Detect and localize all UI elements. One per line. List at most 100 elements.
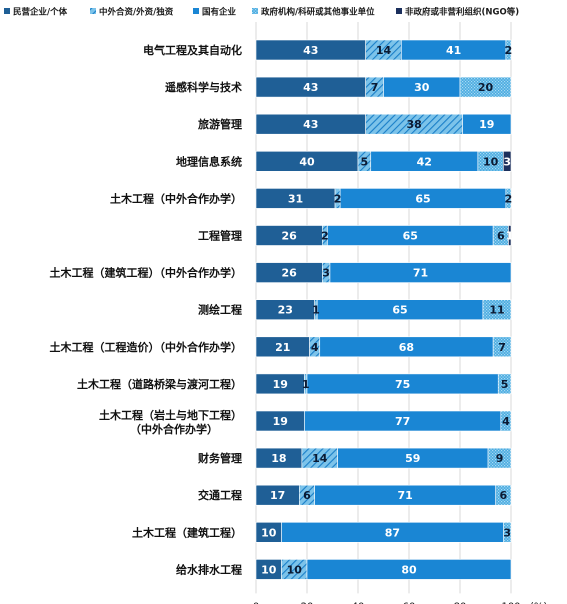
data-label: 43 <box>303 118 318 131</box>
category-label: 土木工程（建筑工程） <box>132 525 242 539</box>
bar-segment <box>459 76 512 98</box>
category-label: 土木工程（中外合作办学） <box>110 191 242 205</box>
legend-swatch <box>4 8 10 14</box>
legend-swatch <box>396 8 402 14</box>
category-label: 电气工程及其自动化 <box>143 43 242 57</box>
data-label: 2 <box>321 230 329 243</box>
bar-segment <box>500 410 512 432</box>
legend-label: 非政府或非营利组织(NGO等) <box>405 7 519 18</box>
bar-segment <box>306 559 512 580</box>
legend-swatch <box>90 8 96 14</box>
legend-swatch <box>193 8 199 14</box>
data-label: 71 <box>398 489 413 502</box>
data-label: 2 <box>505 192 513 205</box>
legend-swatch <box>252 8 258 14</box>
data-label: 6 <box>303 489 311 502</box>
data-label: 10 <box>261 526 277 539</box>
x-tick-label: 40 <box>352 601 365 604</box>
bar-segment <box>503 521 512 543</box>
category-label: 土木工程（工程造价）（中外合作办学） <box>50 340 243 354</box>
category-label: 交通工程 <box>198 488 242 502</box>
data-label: 4 <box>311 341 319 354</box>
data-label: 23 <box>278 304 293 317</box>
data-label: 2 <box>334 192 342 205</box>
x-axis: 0 20 40 60 80 100 (%) <box>253 601 548 604</box>
bar-segment <box>505 188 512 209</box>
data-label: 65 <box>415 192 430 205</box>
category-label: 土木工程（道路桥梁与渡河工程） <box>77 377 242 391</box>
bar-segment <box>492 336 512 358</box>
category-label: 给水排水工程 <box>176 562 242 576</box>
data-label: 41 <box>446 44 461 57</box>
data-label: 21 <box>275 341 290 354</box>
x-unit-label: (%) <box>530 601 547 604</box>
data-label: 17 <box>270 489 285 502</box>
data-label: 26 <box>281 230 297 243</box>
data-label: 1 <box>506 230 514 243</box>
data-label: 43 <box>303 44 318 57</box>
data-label: 43 <box>303 81 318 94</box>
data-label: 7 <box>371 81 379 94</box>
data-label: 59 <box>405 452 420 465</box>
data-label: 75 <box>395 378 410 391</box>
data-label: 65 <box>403 230 418 243</box>
data-label: 10 <box>483 155 499 168</box>
data-label: 87 <box>385 526 400 539</box>
data-label: 30 <box>414 81 430 94</box>
data-label: 71 <box>413 267 428 280</box>
legend-label: 民营企业/个体 <box>13 7 68 18</box>
bar-segment <box>503 151 512 172</box>
data-label: 6 <box>497 230 505 243</box>
data-label: 2 <box>505 44 513 57</box>
category-label: 测绘工程 <box>198 303 242 317</box>
data-label: 3 <box>503 155 511 168</box>
bar-segment <box>482 299 512 321</box>
data-label: 10 <box>261 563 277 576</box>
bar-segment <box>497 373 512 395</box>
data-label: 6 <box>500 489 508 502</box>
data-label: 1 <box>312 304 320 317</box>
data-label: 77 <box>395 415 410 428</box>
bar-segment <box>508 225 512 246</box>
data-label: 4 <box>502 415 510 428</box>
data-label: 9 <box>496 452 504 465</box>
data-label: 14 <box>376 44 392 57</box>
x-tick-label: 60 <box>403 601 416 604</box>
category-label: 工程管理 <box>198 229 242 243</box>
data-label: 65 <box>392 304 407 317</box>
x-tick-label: 20 <box>301 601 314 604</box>
category-label: 财务管理 <box>197 451 242 465</box>
data-label: 3 <box>322 267 330 280</box>
data-label: 20 <box>478 81 494 94</box>
category-label: 土木工程（建筑工程）（中外合作办学） <box>50 266 243 280</box>
category-label: 地理信息系统 <box>176 154 242 168</box>
x-tick-label: 80 <box>454 601 467 604</box>
data-label: 7 <box>498 341 506 354</box>
data-label: 14 <box>312 452 328 465</box>
legend-label: 中外合资/外资/独资 <box>99 7 174 18</box>
data-label: 42 <box>417 155 432 168</box>
data-label: 10 <box>287 563 303 576</box>
x-tick-label: 100 <box>501 601 520 604</box>
data-label: 38 <box>406 118 421 131</box>
bar-segment <box>487 447 512 469</box>
legend-label: 国有企业 <box>202 7 237 18</box>
data-label: 19 <box>273 378 288 391</box>
legend-label: 政府机构/科研或其他事业单位 <box>261 7 375 18</box>
category-label: 土木工程（岩土与地下工程）（中外合作办学） <box>99 408 242 436</box>
data-label: 1 <box>302 378 310 391</box>
legend: 民营企业/个体 中外合资/外资/独资 国有企业 政府机构/科研或其他事业单位 非政府或非… <box>4 7 519 18</box>
data-label: 18 <box>271 452 286 465</box>
data-label: 5 <box>501 378 509 391</box>
data-label: 80 <box>401 563 417 576</box>
bars-layer <box>255 39 512 580</box>
data-label: 26 <box>281 267 297 280</box>
bar-segment <box>462 113 512 135</box>
data-label: 19 <box>479 118 494 131</box>
data-label: 40 <box>299 155 315 168</box>
data-label: 19 <box>273 415 288 428</box>
bar-segment <box>505 39 512 61</box>
